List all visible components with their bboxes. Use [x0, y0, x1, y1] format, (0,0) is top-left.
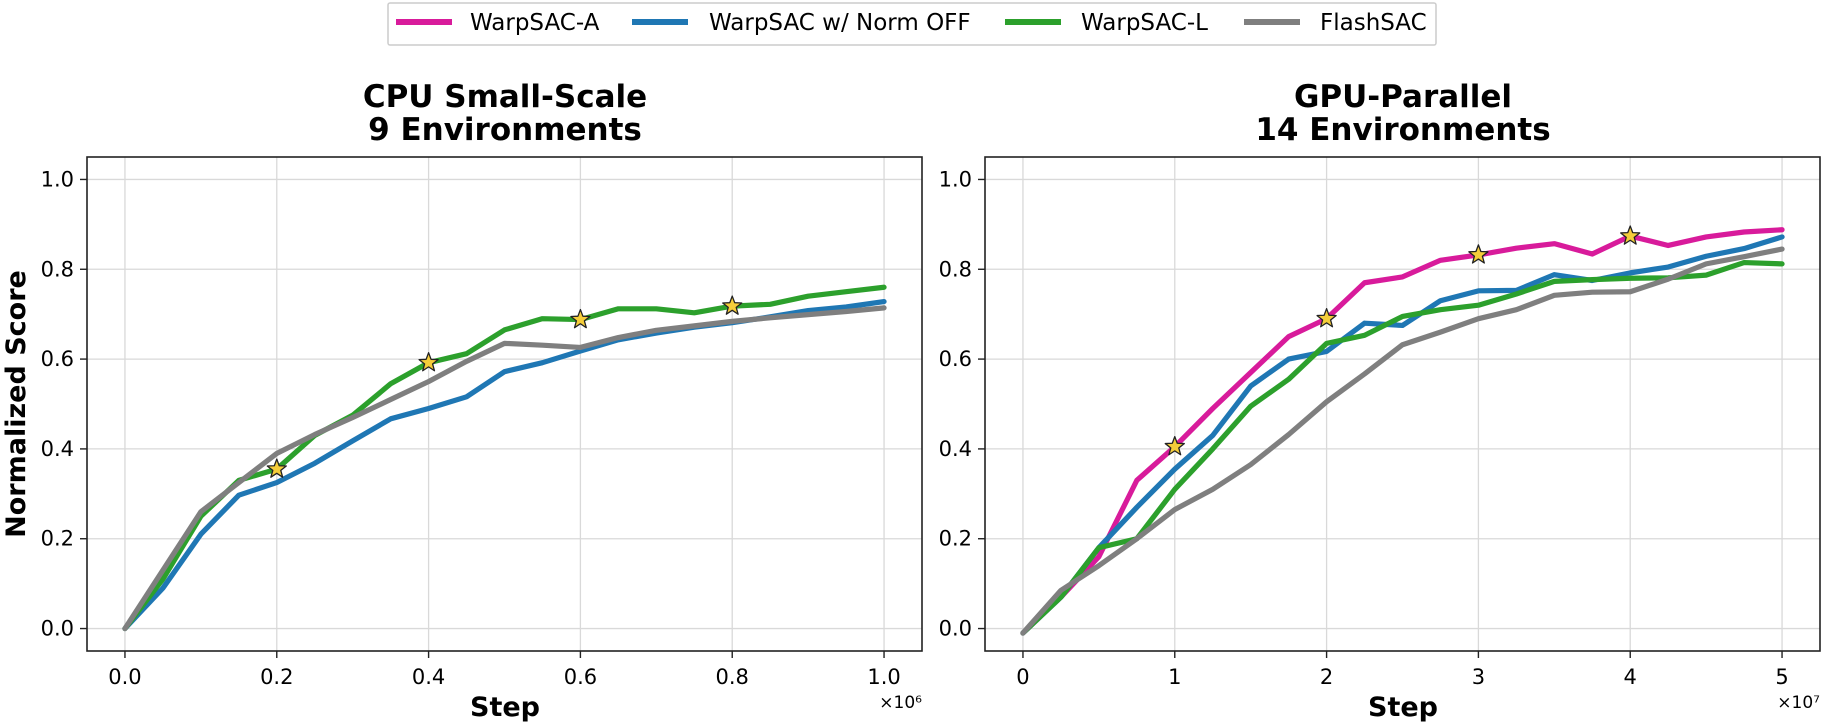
y-tick-label: 0.4: [41, 437, 74, 461]
x-axis-multiplier: ×10⁶: [879, 693, 922, 713]
series-line-warpsac-a: [1020, 227, 1785, 636]
tick-marks: 0.0 0.2 0.4 0.6 0.8 1.0 0.0 0.2 0.4 0.6 0.8 1.0: [41, 167, 901, 689]
x-tick-label: 0.4: [412, 665, 445, 689]
series-line-warpsac-w-norm-off: [1020, 234, 1785, 636]
star-marker: [722, 295, 743, 315]
chart-subtitle: 14 Environments: [1255, 112, 1550, 148]
star-markers: [1164, 225, 1641, 456]
x-axis-label: Step: [1368, 692, 1438, 723]
y-tick-label: 0.4: [939, 437, 972, 461]
legend-frame: [387, 2, 1437, 46]
star-markers: [266, 295, 743, 478]
x-axis-label: Step: [470, 692, 540, 723]
y-tick-label: 0.0: [939, 617, 972, 641]
series-lines: [122, 284, 887, 632]
x-tick-label: 3: [1472, 665, 1485, 689]
star-marker: [266, 458, 287, 478]
y-tick-label: 1.0: [41, 167, 74, 191]
grid-lines: [87, 157, 922, 651]
y-tick-label: 0.6: [41, 347, 74, 371]
grid-lines: [985, 157, 1820, 651]
y-tick-label: 0.8: [939, 257, 972, 281]
tick-marks: 0 1 2 3 4 5 0.0 0.2 0.4 0.6 0.8 1.0: [939, 167, 1789, 689]
x-tick-label: 0.6: [564, 665, 597, 689]
plot-frame: [984, 156, 1821, 652]
star-marker: [1468, 244, 1489, 264]
star-marker: [1316, 308, 1337, 328]
legend: WarpSAC-A WarpSAC w/ Norm OFF WarpSAC-L …: [387, 2, 1437, 46]
legend-label-warpsac-l: WarpSAC-L: [1081, 10, 1208, 36]
y-tick-label: 1.0: [939, 167, 972, 191]
y-tick-label: 0.0: [41, 617, 74, 641]
x-tick-label: 4: [1624, 665, 1637, 689]
y-tick-label: 0.6: [939, 347, 972, 371]
x-tick-label: 0.2: [260, 665, 293, 689]
x-tick-label: 2: [1320, 665, 1333, 689]
x-axis-multiplier: ×10⁷: [1777, 693, 1820, 713]
star-marker: [1164, 436, 1185, 456]
star-marker: [418, 352, 439, 372]
plot-frame: [86, 156, 923, 652]
series-lines: [1020, 227, 1785, 636]
y-tick-label: 0.2: [41, 527, 74, 551]
chart-panel-cpu: CPU Small-Scale 9 Environments 0.0 0.2 0.4…: [1, 79, 923, 723]
star-marker: [1620, 225, 1641, 245]
chart-title: CPU Small-Scale: [363, 79, 647, 115]
series-line-warpsac-l: [122, 284, 887, 632]
legend-label-flashsac: FlashSAC: [1320, 10, 1427, 36]
chart-panel-gpu: GPU-Parallel 14 Environments 0 1 2 3 4 5 0.0 0.…: [939, 79, 1821, 723]
series-line-warpsac-w-norm-off: [122, 299, 887, 632]
series-line-flashsac: [1020, 246, 1785, 636]
legend-label-warpsac-a: WarpSAC-A: [470, 10, 600, 36]
y-axis-label: Normalized Score: [1, 270, 32, 538]
x-tick-label: 5: [1775, 665, 1788, 689]
y-tick-label: 0.8: [41, 257, 74, 281]
series-line-flashsac: [122, 305, 887, 632]
series-line-warpsac-l: [1020, 259, 1785, 636]
x-tick-label: 1: [1168, 665, 1181, 689]
x-tick-label: 0: [1016, 665, 1029, 689]
x-tick-label: 0.0: [108, 665, 141, 689]
x-tick-label: 1.0: [867, 665, 900, 689]
legend-label-warpsac-norm-off: WarpSAC w/ Norm OFF: [709, 10, 971, 36]
chart-title: GPU-Parallel: [1294, 79, 1512, 115]
y-tick-label: 0.2: [939, 527, 972, 551]
x-tick-label: 0.8: [716, 665, 749, 689]
chart-subtitle: 9 Environments: [368, 112, 642, 148]
star-marker: [570, 308, 591, 329]
